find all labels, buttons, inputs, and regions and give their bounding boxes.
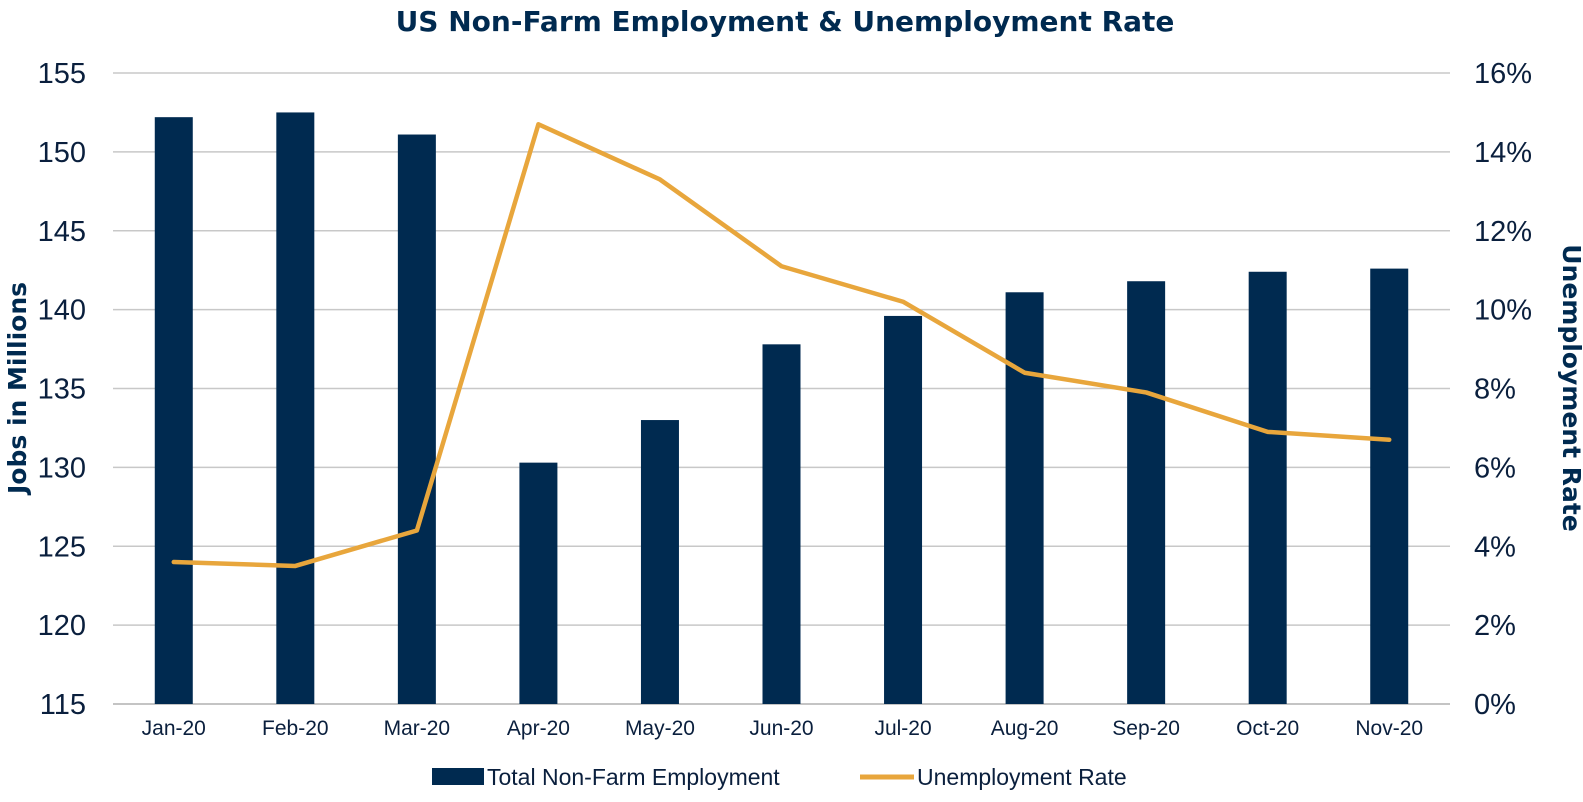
right-tick-label: 12%: [1474, 216, 1532, 248]
x-tick-label: Nov-20: [1355, 717, 1423, 740]
right-tick-label: 6%: [1474, 452, 1516, 484]
right-tick-label: 16%: [1474, 58, 1532, 90]
x-tick-label: Feb-20: [262, 717, 329, 740]
x-tick-label: Jan-20: [142, 717, 206, 740]
bar: [1248, 271, 1287, 704]
bar-series: [154, 112, 1409, 705]
left-tick-label: 150: [38, 137, 86, 169]
legend-label-employment: Total Non-Farm Employment: [487, 764, 780, 790]
right-axis-ticks: 0% 2% 4% 6% 8% 10% 12% 14% 16%: [1474, 58, 1532, 721]
x-tick-label: Aug-20: [991, 717, 1059, 740]
left-tick-label: 125: [38, 531, 86, 563]
right-axis-title: Unemployment Rate: [1557, 244, 1583, 532]
legend-label-unemployment: Unemployment Rate: [917, 764, 1127, 790]
right-tick-label: 4%: [1474, 531, 1516, 563]
x-tick-label: Oct-20: [1236, 717, 1299, 740]
left-tick-label: 120: [38, 610, 86, 642]
right-tick-label: 2%: [1474, 610, 1516, 642]
line-series: [171, 122, 1392, 569]
right-tick-label: 0%: [1474, 689, 1516, 721]
left-axis-ticks: 115 120 125 130 135 140 145 150 155: [38, 58, 86, 721]
left-tick-label: 145: [38, 216, 86, 248]
bar: [1127, 281, 1166, 704]
x-tick-label: May-20: [625, 717, 695, 740]
x-tick-label: Jul-20: [874, 717, 931, 740]
x-tick-label: Apr-20: [507, 717, 570, 740]
left-tick-label: 135: [38, 374, 86, 406]
x-tick-label: Sep-20: [1112, 717, 1180, 740]
bar: [154, 117, 193, 705]
left-tick-label: 155: [38, 58, 86, 90]
left-tick-label: 140: [38, 295, 86, 327]
bar: [884, 315, 923, 704]
bar: [1370, 268, 1409, 704]
left-tick-label: 115: [40, 689, 86, 721]
bar: [397, 134, 436, 704]
x-axis-ticks: Jan-20 Feb-20 Mar-20 Apr-20 May-20 Jun-20 Jul-…: [142, 717, 1423, 740]
left-axis-title: Jobs in Millions: [3, 282, 32, 496]
right-tick-label: 14%: [1474, 137, 1532, 169]
legend-swatch-employment: [432, 768, 484, 785]
bar: [276, 112, 315, 704]
bar: [1005, 292, 1044, 704]
bar: [640, 420, 679, 704]
right-tick-label: 8%: [1474, 374, 1516, 406]
right-tick-label: 10%: [1474, 295, 1532, 327]
x-tick-label: Mar-20: [384, 717, 451, 740]
left-tick-label: 130: [38, 452, 86, 484]
chart-title: US Non-Farm Employment & Unemployment Ra…: [396, 5, 1175, 38]
bar: [519, 462, 558, 704]
legend: Total Non-Farm Employment Unemployment R…: [432, 764, 1127, 790]
x-tick-label: Jun-20: [749, 717, 813, 740]
bar: [762, 344, 801, 704]
